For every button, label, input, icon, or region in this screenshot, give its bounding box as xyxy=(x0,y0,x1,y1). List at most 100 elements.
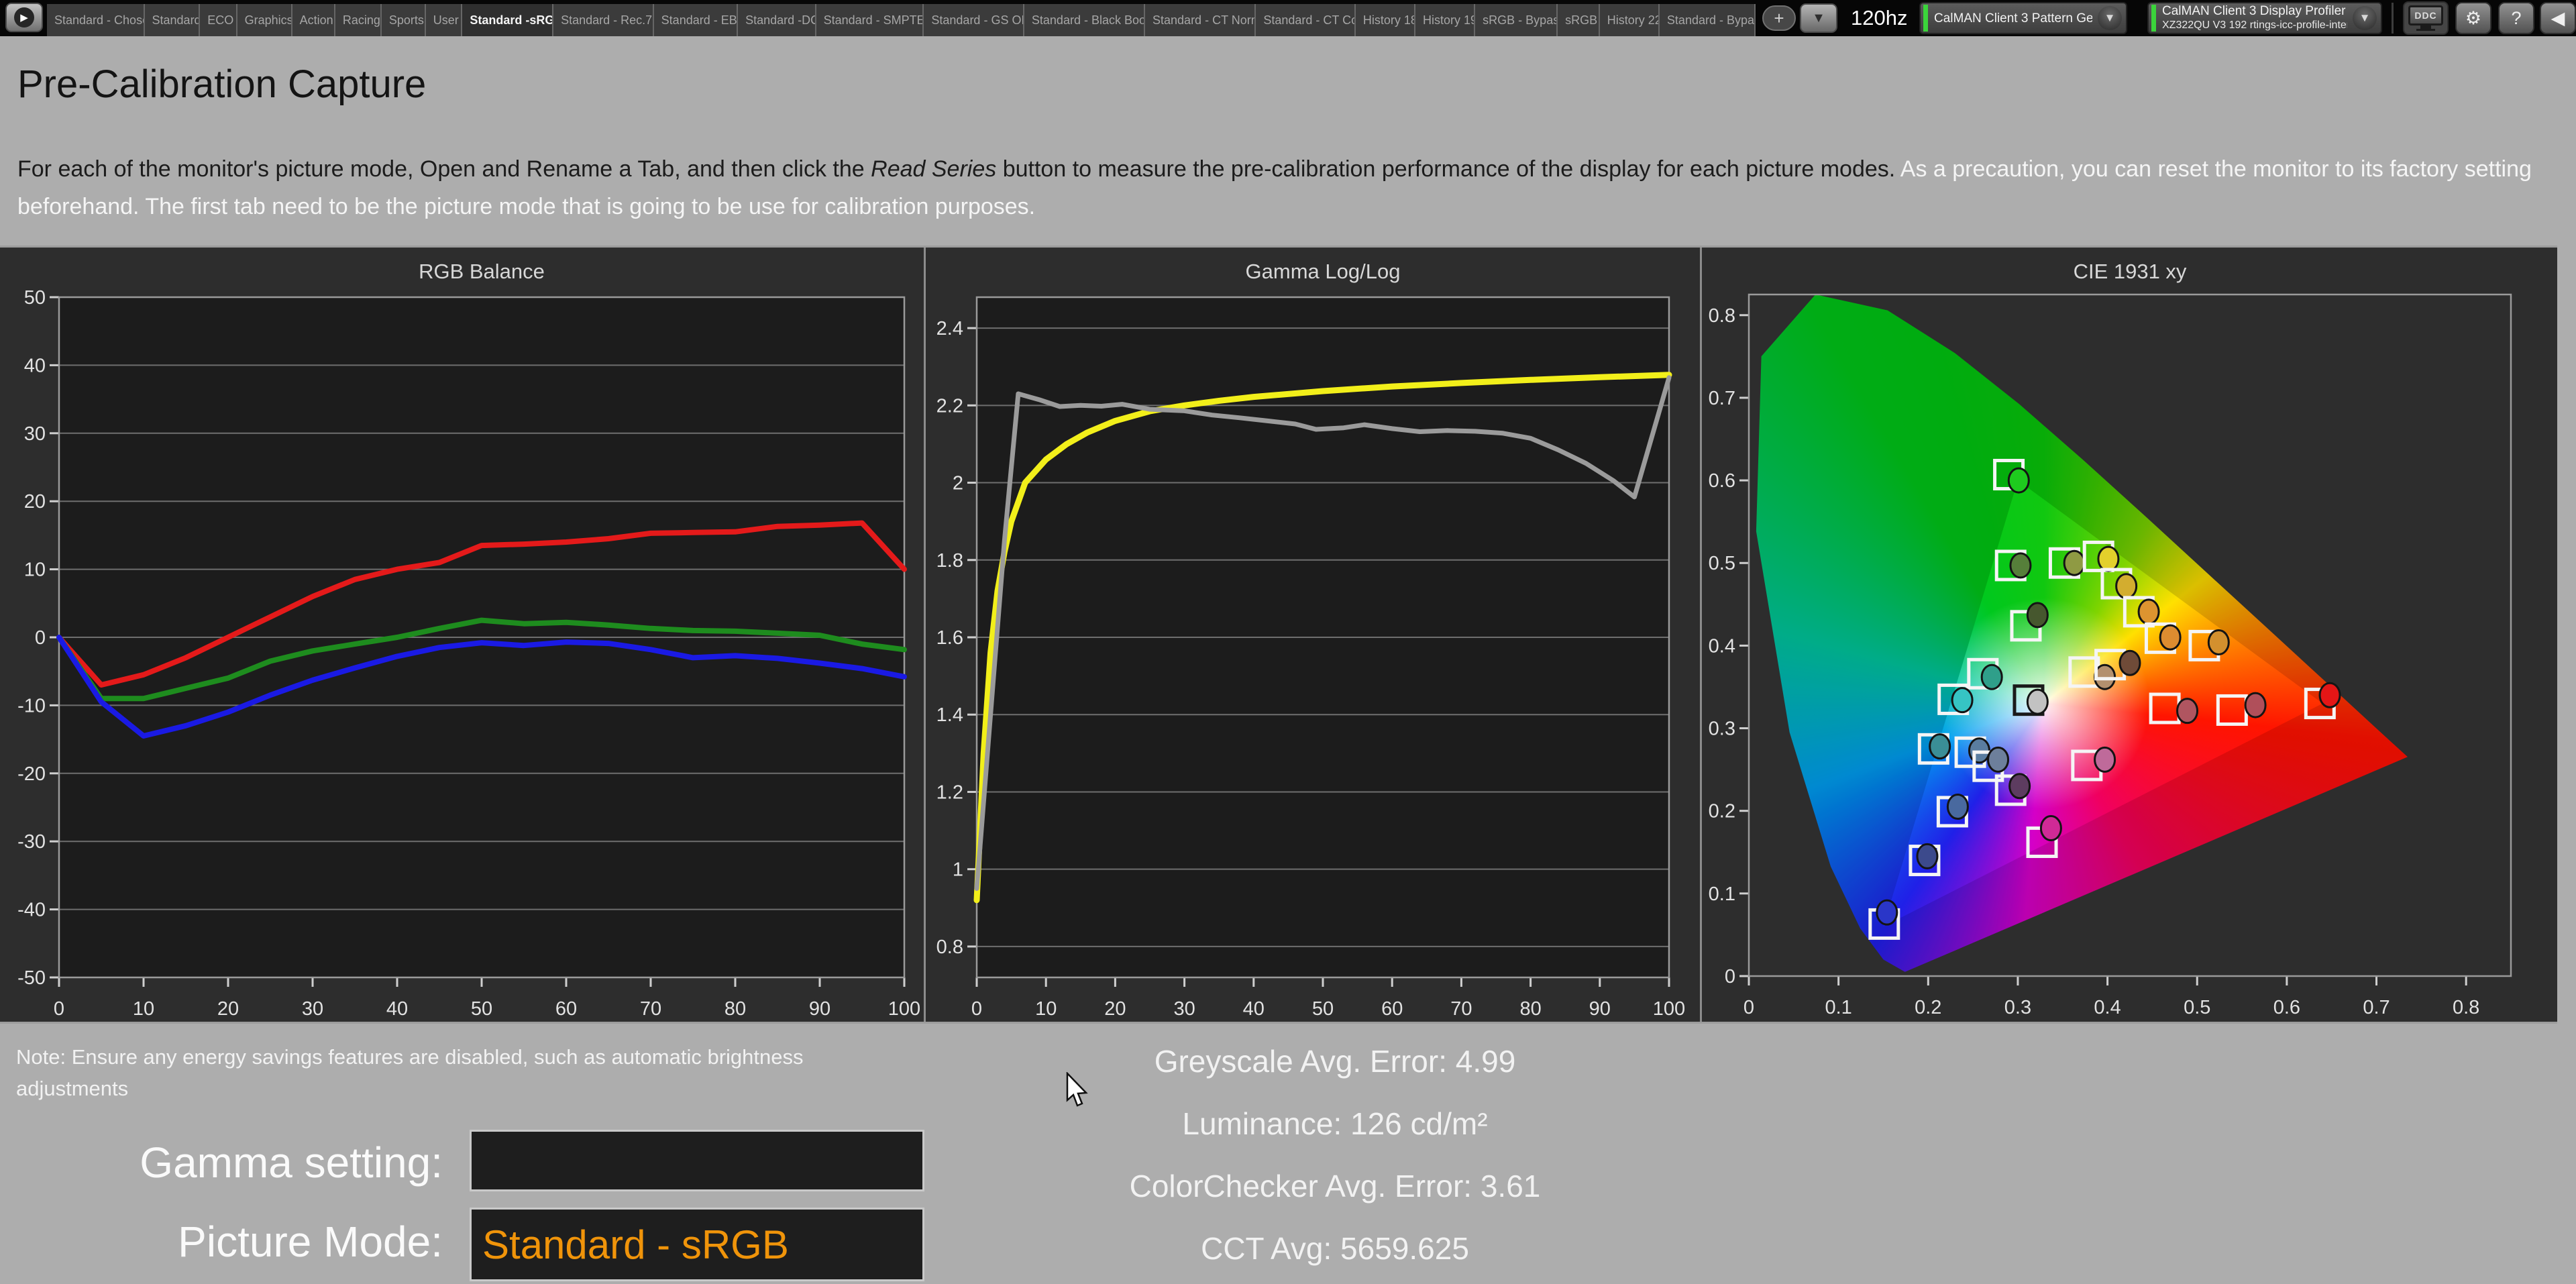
picture-mode-value: Standard - sRGB xyxy=(482,1222,789,1267)
tab-standard-ebu[interactable]: Standard - EBU xyxy=(653,4,739,36)
svg-text:20: 20 xyxy=(24,491,46,513)
svg-text:0.4: 0.4 xyxy=(1709,635,1735,657)
measured-point-marker xyxy=(2118,649,2141,676)
tab-standard-ct-cool[interactable]: Standard - CT Cool xyxy=(1256,4,1356,36)
measured-point-marker xyxy=(2009,552,2032,579)
svg-text:0.3: 0.3 xyxy=(1709,718,1735,740)
svg-text:10: 10 xyxy=(24,559,46,581)
svg-text:-40: -40 xyxy=(17,900,46,921)
target-point-marker xyxy=(2149,692,2181,725)
svg-text:1.2: 1.2 xyxy=(936,782,963,803)
svg-text:1.8: 1.8 xyxy=(936,550,963,572)
tab-user[interactable]: User xyxy=(425,4,463,36)
mouse-cursor xyxy=(1066,1072,1088,1107)
tab-strip: Standard - ChosenStandardECOGraphicsActi… xyxy=(47,4,1756,36)
svg-text:30: 30 xyxy=(302,998,323,1020)
intro-text: button to measure the pre-calibration pe… xyxy=(996,156,1900,182)
intro-text: For each of the monitor's picture mode, … xyxy=(17,156,871,182)
tab-history-19[interactable]: History 19 xyxy=(1415,4,1476,36)
svg-text:0.5: 0.5 xyxy=(1709,553,1735,574)
svg-text:1: 1 xyxy=(953,859,963,881)
svg-text:10: 10 xyxy=(133,998,154,1020)
pattern-generator-label: CalMAN Client 3 Pattern Generator xyxy=(1934,11,2092,25)
tab-standard-ct-normal[interactable]: Standard - CT Normal xyxy=(1145,4,1256,36)
tab-list-dropdown-button[interactable]: ▼ xyxy=(1800,3,1837,33)
svg-text:0.1: 0.1 xyxy=(1825,997,1851,1018)
svg-text:0.2: 0.2 xyxy=(1709,801,1735,822)
measured-point-marker xyxy=(1987,746,2010,773)
rgb-balance-chart: RGB Balance 50 40 30 20 10 0 -10 -20 -30 -40 -50 0 10… xyxy=(0,248,926,1022)
gamma-loglog-chart: Gamma Log/Log 2.4 2.2 2 1.8 1.6 1.4 1.2 1 0.8 0 10 2… xyxy=(926,248,1702,1022)
ddc-control-button[interactable]: DDC xyxy=(2403,1,2449,35)
tab-action[interactable]: Action xyxy=(292,4,335,36)
svg-text:50: 50 xyxy=(1312,998,1334,1020)
svg-text:90: 90 xyxy=(809,998,830,1020)
tab-standard-black-boos-[interactable]: Standard - Black Boos... xyxy=(1024,4,1146,36)
svg-text:0.7: 0.7 xyxy=(2363,997,2390,1018)
tab-scroll-button[interactable]: ▶ xyxy=(5,3,43,32)
tab-standard-srgb[interactable]: Standard -sRGB xyxy=(462,4,554,36)
connection-status-bar xyxy=(2151,5,2156,32)
svg-text:-50: -50 xyxy=(17,967,46,989)
svg-text:70: 70 xyxy=(1450,998,1472,1020)
tab-standard-rec-709[interactable]: Standard - Rec.709 xyxy=(553,4,654,36)
measured-point-marker xyxy=(1951,687,1974,714)
measured-point-marker xyxy=(2115,573,2138,600)
tab-eco[interactable]: ECO xyxy=(200,4,237,36)
tab-history-18[interactable]: History 18 xyxy=(1355,4,1415,36)
tab-standard-bypass[interactable]: Standard - Bypass xyxy=(1659,4,1756,36)
tab-racing[interactable]: Racing xyxy=(335,4,382,36)
svg-text:0: 0 xyxy=(1743,997,1754,1018)
svg-text:0.8: 0.8 xyxy=(936,937,963,958)
svg-text:0.6: 0.6 xyxy=(1709,470,1735,492)
add-tab-button[interactable]: + xyxy=(1762,5,1796,31)
settings-button[interactable]: ⚙ xyxy=(2455,2,2491,34)
measured-point-marker xyxy=(2097,545,2120,572)
tab-srgb-bypass[interactable]: sRGB - Bypass xyxy=(1475,4,1558,36)
svg-text:0: 0 xyxy=(1725,966,1735,987)
tab-standard-gs-off[interactable]: Standard - GS OFF xyxy=(924,4,1024,36)
tab-history-22[interactable]: History 22 xyxy=(1599,4,1660,36)
svg-text:0.4: 0.4 xyxy=(2094,997,2121,1018)
measured-point-marker xyxy=(2094,746,2116,773)
connection-status-bar xyxy=(1923,5,1928,32)
svg-text:30: 30 xyxy=(1173,998,1195,1020)
note-text: Note: Ensure any energy savings features… xyxy=(16,1045,804,1100)
help-button[interactable]: ? xyxy=(2498,2,2534,34)
svg-text:50: 50 xyxy=(24,287,46,309)
measured-point-marker xyxy=(2026,688,2049,715)
svg-text:40: 40 xyxy=(1243,998,1265,1020)
chart-canvas: Gamma Log/Log 2.4 2.2 2 1.8 1.6 1.4 1.2 1 0.8 0 10 2… xyxy=(936,260,1686,1020)
page-title: Pre-Calibration Capture xyxy=(17,62,427,106)
chevron-down-icon[interactable]: ▼ xyxy=(2353,6,2377,30)
refresh-rate-label: 120hz xyxy=(1851,6,1908,30)
display-profiler-label: CalMAN Client 3 Display Profiler XZ322QU… xyxy=(2162,4,2347,31)
display-profiler-dropdown[interactable]: CalMAN Client 3 Display Profiler XZ322QU… xyxy=(2147,2,2382,34)
tab-standard-dci[interactable]: Standard -DCI xyxy=(738,4,816,36)
measured-point-marker xyxy=(2063,549,2086,576)
svg-text:2.4: 2.4 xyxy=(936,318,963,339)
tab-standard-chosen[interactable]: Standard - Chosen xyxy=(47,4,145,36)
tab-standard[interactable]: Standard xyxy=(144,4,201,36)
measured-point-marker xyxy=(1980,663,2003,690)
svg-text:-30: -30 xyxy=(17,831,46,853)
intro-highlight: As a precaution, you can reset the monit… xyxy=(17,156,2532,219)
tab-srgb[interactable]: sRGB xyxy=(1558,4,1600,36)
svg-text:70: 70 xyxy=(640,998,661,1020)
svg-text:100: 100 xyxy=(1653,998,1685,1020)
picture-mode-input[interactable]: Standard - sRGB xyxy=(470,1208,924,1281)
tab-graphics[interactable]: Graphics xyxy=(237,4,292,36)
target-point-marker xyxy=(2068,656,2100,688)
pattern-generator-dropdown[interactable]: CalMAN Client 3 Pattern Generator ▼ xyxy=(1919,2,2127,34)
svg-text:0.8: 0.8 xyxy=(1709,305,1735,327)
tab-sports[interactable]: Sports xyxy=(381,4,426,36)
measured-point-marker xyxy=(2039,815,2062,842)
measured-point-marker xyxy=(2176,698,2199,725)
svg-text:0: 0 xyxy=(971,998,982,1020)
collapse-panel-button[interactable]: ◀ xyxy=(2540,2,2576,34)
tab-standard-smpte-c[interactable]: Standard - SMPTE-C xyxy=(816,4,924,36)
gamma-setting-input[interactable] xyxy=(470,1130,924,1191)
measured-point-marker xyxy=(2026,602,2049,629)
chevron-down-icon[interactable]: ▼ xyxy=(2098,6,2122,30)
